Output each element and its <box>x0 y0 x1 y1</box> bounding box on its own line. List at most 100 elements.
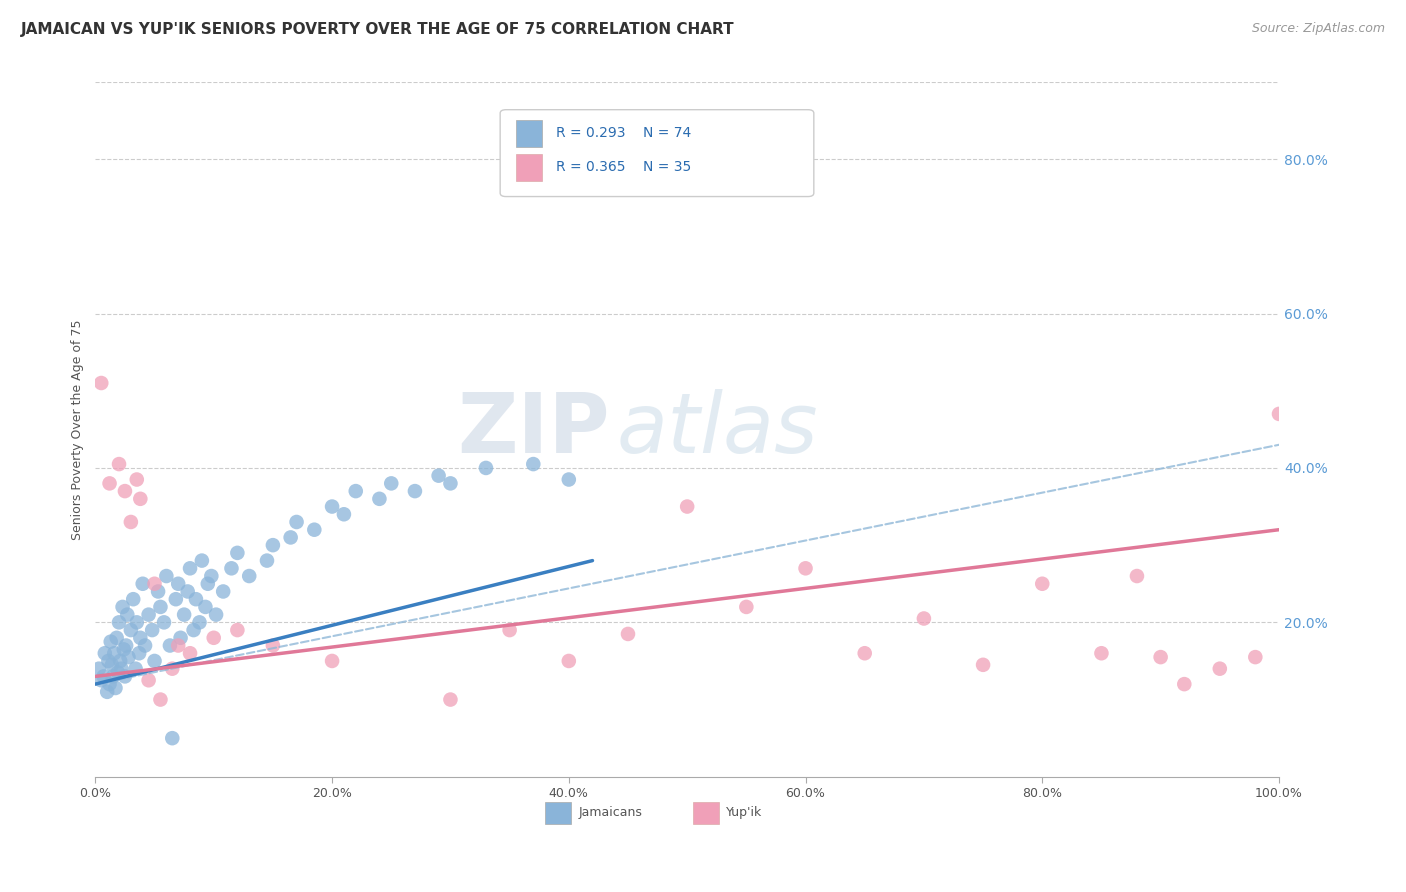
Point <box>129 491 152 506</box>
Point <box>475 461 498 475</box>
Point <box>439 692 461 706</box>
Bar <box>516 154 541 180</box>
Point <box>226 623 249 637</box>
Point <box>125 473 148 487</box>
Point <box>114 669 136 683</box>
Point <box>1173 677 1195 691</box>
Point <box>221 561 243 575</box>
Text: Jamaicans: Jamaicans <box>578 806 643 820</box>
Bar <box>516 120 541 146</box>
Point <box>427 468 450 483</box>
Point <box>167 639 190 653</box>
Point <box>285 515 308 529</box>
Point <box>280 530 302 544</box>
Point <box>972 657 994 672</box>
Point <box>179 561 201 575</box>
Point <box>912 611 935 625</box>
Point <box>205 607 228 622</box>
Point <box>138 673 160 688</box>
Point <box>191 553 214 567</box>
Text: atlas: atlas <box>616 389 818 470</box>
Point <box>90 673 112 688</box>
Text: JAMAICAN VS YUP'IK SENIORS POVERTY OVER THE AGE OF 75 CORRELATION CHART: JAMAICAN VS YUP'IK SENIORS POVERTY OVER … <box>21 22 735 37</box>
Point <box>141 623 163 637</box>
Point <box>146 584 169 599</box>
Bar <box>546 802 571 824</box>
Point <box>1126 569 1149 583</box>
Point <box>262 538 284 552</box>
Point <box>1031 576 1053 591</box>
Point <box>101 669 124 683</box>
Point <box>131 576 153 591</box>
Point <box>404 484 426 499</box>
Point <box>165 592 187 607</box>
Point <box>256 553 278 567</box>
Point <box>138 607 160 622</box>
Point <box>183 623 205 637</box>
Point <box>735 599 758 614</box>
Point <box>93 669 115 683</box>
Y-axis label: Seniors Poverty Over the Age of 75: Seniors Poverty Over the Age of 75 <box>72 319 84 540</box>
Point <box>321 500 343 514</box>
FancyBboxPatch shape <box>501 110 814 196</box>
Point <box>184 592 207 607</box>
Point <box>105 631 128 645</box>
Point <box>321 654 343 668</box>
Point <box>115 639 138 653</box>
Point <box>558 473 581 487</box>
Point <box>120 623 142 637</box>
Point <box>202 631 225 645</box>
Point <box>155 569 177 583</box>
Text: R = 0.365    N = 35: R = 0.365 N = 35 <box>555 161 690 174</box>
Point <box>122 592 145 607</box>
Point <box>134 639 156 653</box>
Point <box>200 569 222 583</box>
Point <box>794 561 817 575</box>
Point <box>129 631 152 645</box>
Point <box>110 662 132 676</box>
Point <box>104 681 127 695</box>
Point <box>176 584 198 599</box>
Point <box>1090 646 1112 660</box>
Point <box>439 476 461 491</box>
Point <box>100 634 122 648</box>
Point <box>498 623 520 637</box>
Point <box>333 508 356 522</box>
Point <box>125 615 148 630</box>
Point <box>853 646 876 660</box>
Point <box>98 677 121 691</box>
Point <box>1149 650 1171 665</box>
Text: Yup'ik: Yup'ik <box>727 806 762 820</box>
Point <box>558 654 581 668</box>
Point <box>124 662 146 676</box>
Point <box>380 476 402 491</box>
Point <box>96 685 118 699</box>
Point <box>149 692 172 706</box>
Point <box>111 599 134 614</box>
Point <box>1209 662 1232 676</box>
Point <box>149 599 172 614</box>
Point <box>179 646 201 660</box>
Point <box>173 607 195 622</box>
Point <box>107 665 129 680</box>
Point <box>676 500 699 514</box>
Text: ZIP: ZIP <box>458 389 610 470</box>
Text: R = 0.293    N = 74: R = 0.293 N = 74 <box>555 127 690 140</box>
Point <box>368 491 391 506</box>
Point <box>1244 650 1267 665</box>
Point <box>128 646 150 660</box>
Point <box>617 627 640 641</box>
Point <box>212 584 235 599</box>
Point <box>143 654 166 668</box>
Point <box>117 650 139 665</box>
Point <box>101 657 124 672</box>
Point <box>112 642 135 657</box>
Point <box>103 646 125 660</box>
Point <box>167 576 190 591</box>
Bar <box>693 802 718 824</box>
Point <box>120 515 142 529</box>
Point <box>108 615 131 630</box>
Point <box>90 376 112 390</box>
Point <box>162 662 184 676</box>
Point <box>238 569 260 583</box>
